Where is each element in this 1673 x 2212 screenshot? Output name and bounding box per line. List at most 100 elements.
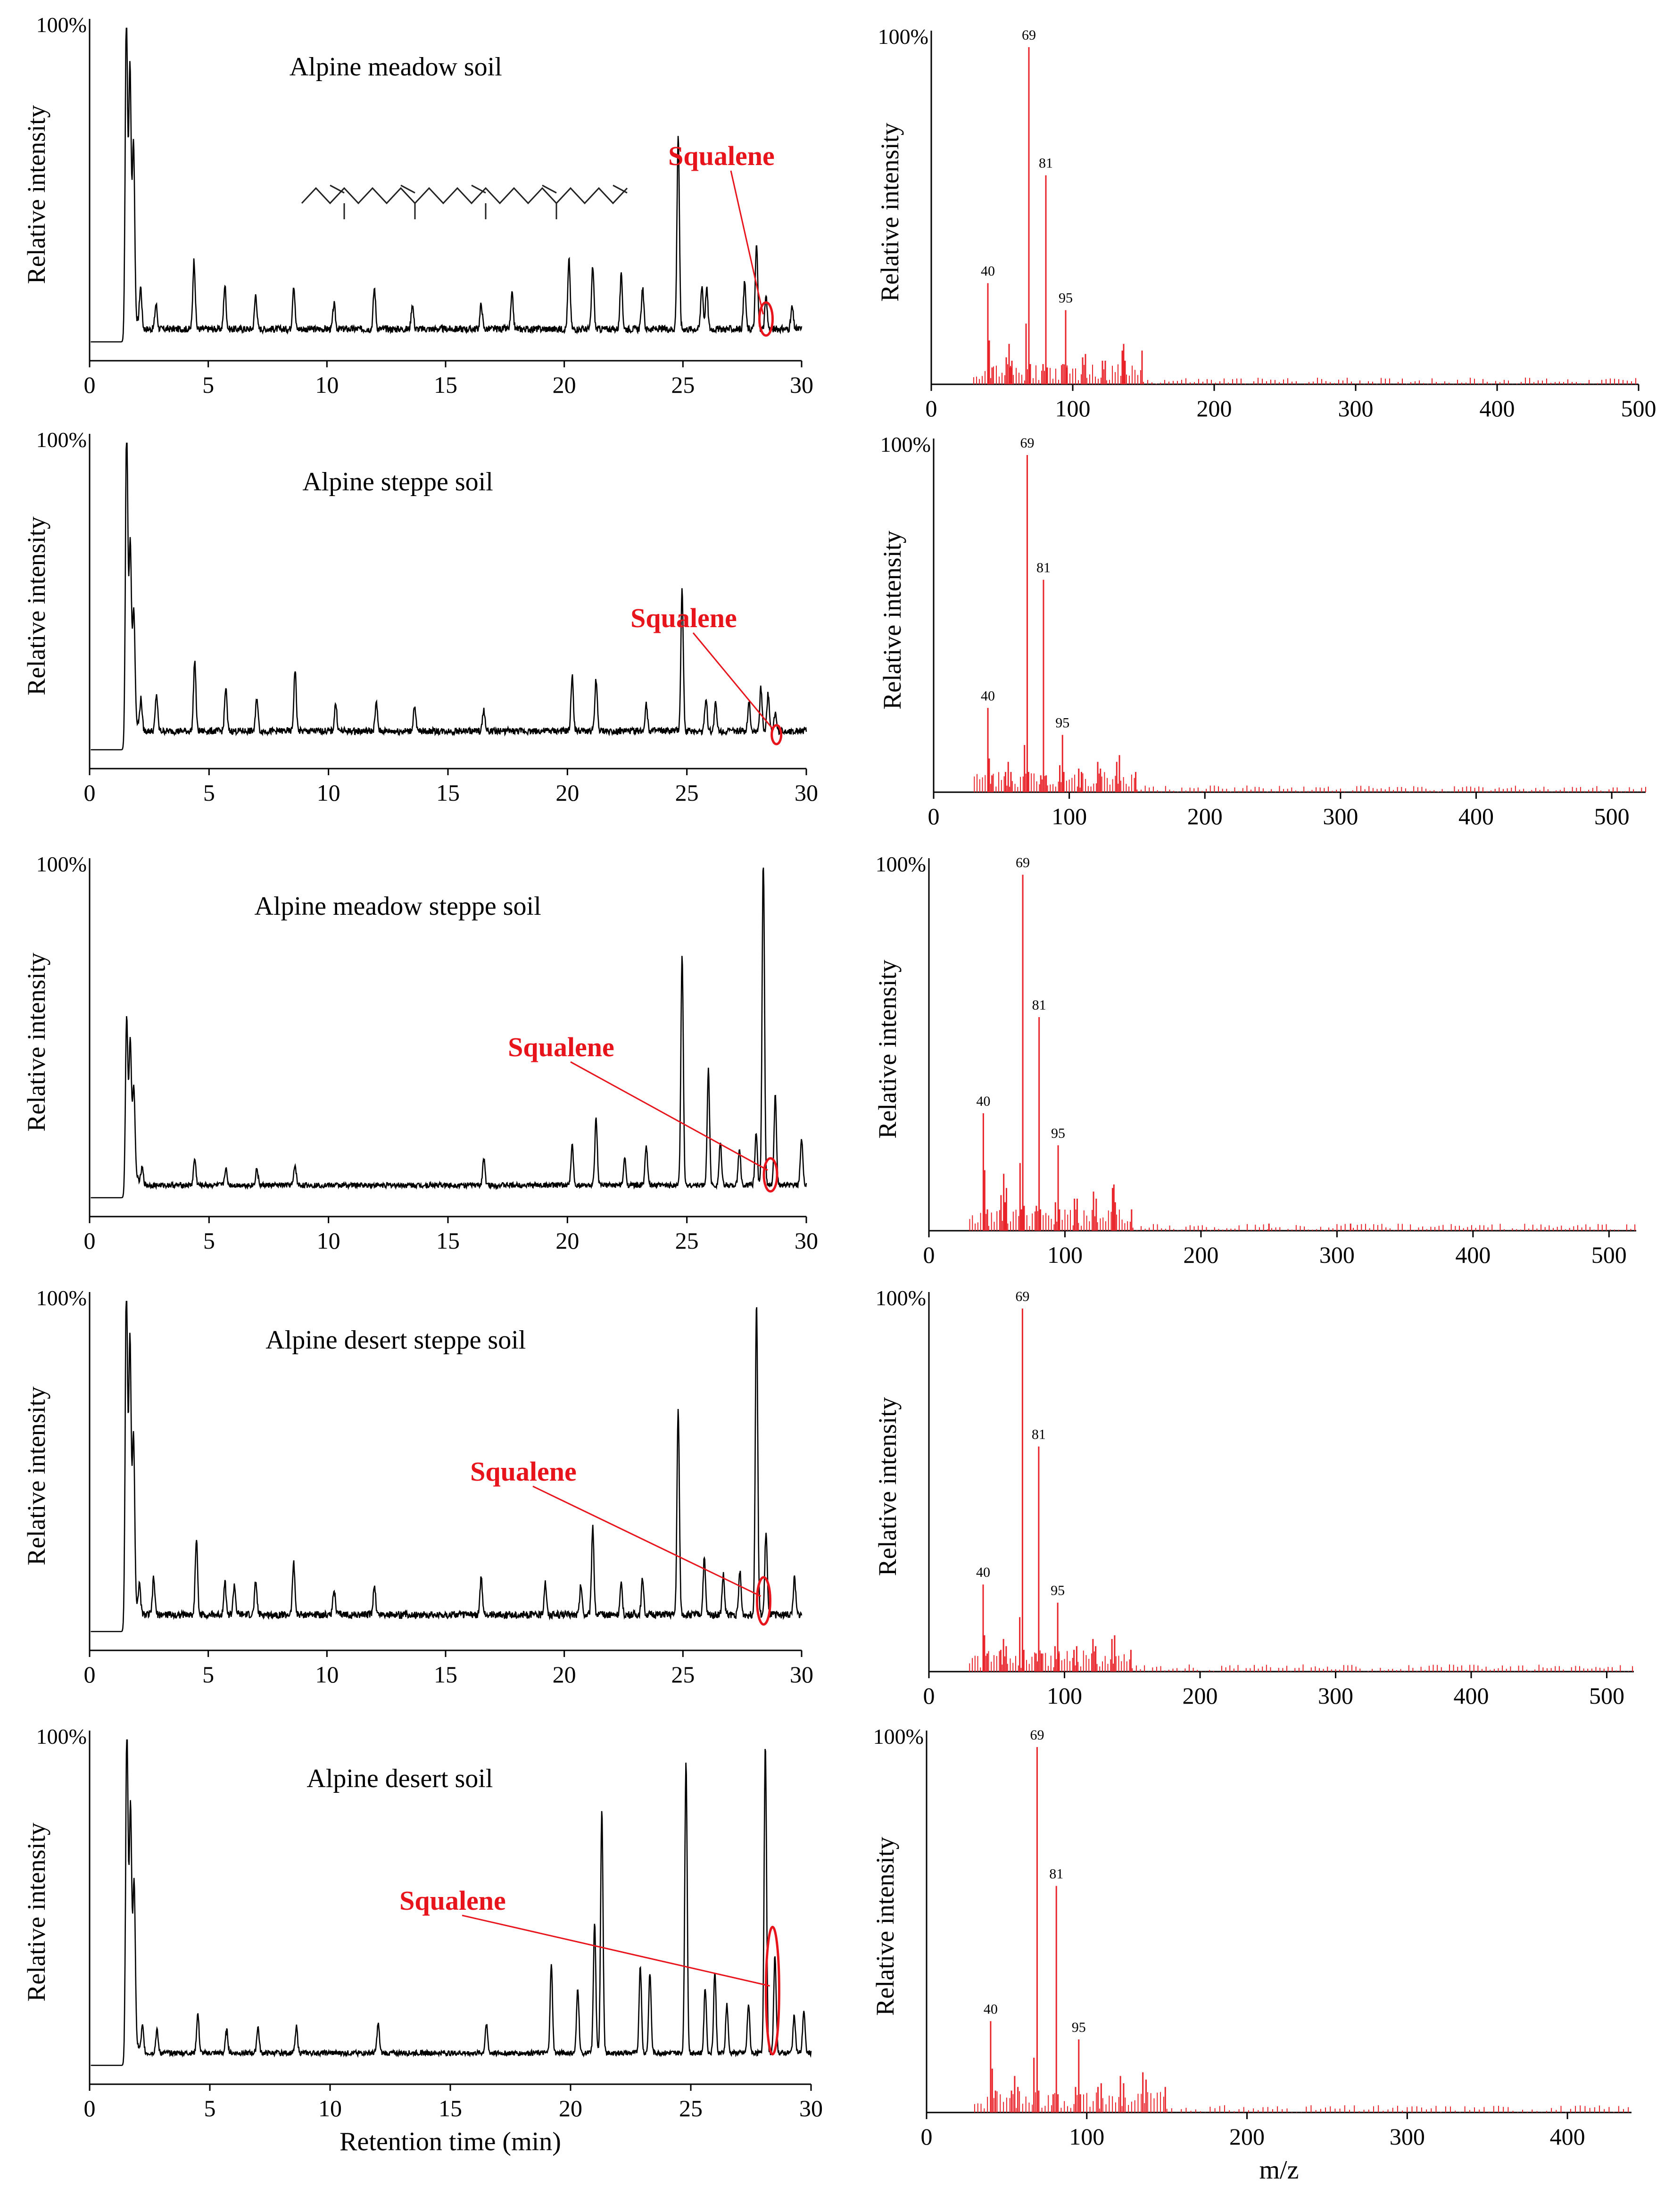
x-tick-label: 25 [675, 779, 699, 806]
x-tick-label: 400 [1550, 2123, 1585, 2150]
y-axis-top-label: 100% [36, 1724, 87, 1748]
squalene-structure-bond [613, 184, 628, 194]
x-axis-label: Retention time (min) [340, 2127, 561, 2156]
x-tick-label: 100 [1047, 1242, 1083, 1268]
peak-label: 95 [1072, 2020, 1086, 2035]
squalene-label: Squalene [508, 1032, 614, 1062]
x-tick-label: 500 [1589, 1682, 1624, 1709]
chromatogram-trace [91, 27, 803, 343]
x-tick-label: 0 [84, 1227, 96, 1254]
x-tick-label: 5 [204, 2095, 216, 2121]
peak-label: 81 [1039, 156, 1053, 171]
x-tick-label: 0 [921, 2123, 933, 2150]
y-axis-label: Relative intensity [22, 105, 50, 284]
peak-label: 95 [1055, 715, 1069, 730]
chromatogram-trace [91, 1301, 803, 1632]
x-tick-label: 20 [555, 779, 579, 806]
squalene-peak-marker [758, 301, 774, 337]
x-tick-label: 5 [202, 372, 214, 398]
peak-label: 69 [1015, 1289, 1029, 1304]
x-tick-label: 400 [1480, 395, 1515, 422]
x-tick-label: 15 [434, 372, 457, 398]
peak-label: 95 [1051, 1583, 1065, 1599]
peak-label: 69 [1022, 27, 1036, 43]
x-tick-label: 15 [436, 1227, 460, 1254]
x-tick-label: 5 [202, 1661, 214, 1688]
x-tick-label: 10 [315, 1661, 339, 1688]
x-tick-label: 20 [553, 372, 576, 398]
x-tick-label: 20 [555, 1227, 579, 1254]
y-axis-label: Relative intensity [873, 1397, 902, 1576]
x-tick-label: 300 [1323, 803, 1358, 829]
x-tick-label: 300 [1318, 1682, 1353, 1709]
x-tick-label: 20 [553, 1661, 576, 1688]
y-axis-top-label: 100% [878, 25, 928, 49]
y-axis-label: Relative intensity [22, 516, 50, 695]
y-axis-top-label: 100% [36, 428, 87, 452]
x-tick-label: 25 [671, 372, 695, 398]
y-axis-top-label: 100% [36, 852, 87, 876]
peak-label: 95 [1051, 1126, 1065, 1141]
peak-label: 40 [981, 688, 995, 704]
peak-label: 81 [1032, 1427, 1046, 1442]
squalene-structure-bond [330, 184, 345, 194]
x-tick-label: 10 [317, 779, 340, 806]
squalene-peak-marker [762, 1157, 779, 1193]
x-tick-label: 100 [1052, 803, 1087, 829]
peak-label: 40 [984, 2001, 998, 2017]
peak-label: 95 [1059, 290, 1073, 306]
x-tick-label: 30 [790, 372, 813, 398]
x-tick-label: 15 [436, 779, 460, 806]
y-axis-label: Relative intensity [878, 530, 906, 709]
x-tick-label: 100 [1069, 2123, 1104, 2150]
chart-title: Alpine meadow steppe soil [255, 892, 541, 921]
squalene-peak-marker [755, 1576, 771, 1626]
peak-label: 69 [1020, 435, 1034, 451]
y-axis-label: Relative intensity [22, 953, 50, 1131]
y-axis-top-label: 100% [36, 13, 87, 37]
x-tick-label: 10 [315, 372, 339, 398]
chromatogram-trace [91, 1739, 812, 2066]
x-tick-label: 30 [790, 1661, 813, 1688]
x-tick-label: 300 [1390, 2123, 1425, 2150]
x-tick-label: 15 [434, 1661, 457, 1688]
x-tick-label: 0 [84, 372, 96, 398]
x-tick-label: 0 [84, 779, 96, 806]
x-tick-label: 400 [1458, 803, 1494, 829]
squalene-structure-bond [471, 184, 486, 194]
squalene-peak-marker [764, 1926, 780, 2055]
x-tick-label: 400 [1455, 1242, 1491, 1268]
squalene-label: Squalene [399, 1885, 506, 1916]
chart-title: Alpine meadow soil [290, 52, 502, 82]
squalene-arrow [692, 632, 774, 730]
x-tick-label: 0 [928, 803, 940, 829]
x-tick-label: 20 [559, 2095, 582, 2121]
peak-label: 69 [1016, 855, 1030, 870]
x-tick-label: 30 [795, 779, 818, 806]
squalene-arrow [570, 1061, 768, 1171]
x-tick-label: 0 [84, 1661, 96, 1688]
x-tick-label: 200 [1187, 803, 1223, 829]
x-tick-label: 5 [203, 779, 215, 806]
peak-label: 40 [981, 264, 995, 279]
x-tick-label: 25 [679, 2095, 703, 2121]
squalene-label: Squalene [470, 1456, 577, 1487]
squalene-arrow [532, 1485, 762, 1597]
x-tick-label: 0 [923, 1242, 935, 1268]
squalene-structure-bond [542, 184, 557, 194]
y-axis-label: Relative intensity [873, 960, 902, 1138]
y-axis-label: Relative intensity [22, 1823, 50, 2001]
peak-label: 81 [1036, 560, 1051, 576]
x-tick-label: 0 [84, 2095, 96, 2121]
squalene-structure-bond [400, 184, 415, 194]
peak-label: 81 [1049, 1866, 1063, 1882]
x-tick-label: 200 [1183, 1242, 1218, 1268]
x-tick-label: 100 [1047, 1682, 1082, 1709]
x-tick-label: 300 [1338, 395, 1374, 422]
x-tick-label: 30 [795, 1227, 818, 1254]
x-tick-label: 0 [926, 395, 937, 422]
chromatogram-trace [91, 867, 807, 1199]
x-tick-label: 25 [671, 1661, 695, 1688]
x-tick-label: 15 [439, 2095, 462, 2121]
